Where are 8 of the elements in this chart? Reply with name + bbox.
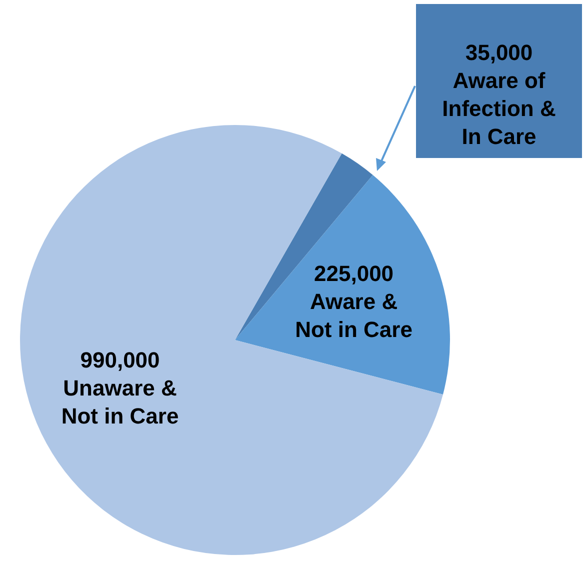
data-label: 225,000 (314, 261, 394, 286)
slice-label: Aware & Not in Care (295, 289, 412, 342)
slice-label: Aware of Infection & In Care (442, 68, 556, 149)
pie-slice (235, 174, 450, 394)
pie-slice (20, 125, 443, 555)
data-label: 35,000 (465, 40, 533, 65)
slice-label: Unaware & Not in Care (61, 375, 179, 428)
data-label: 990,000 (80, 347, 160, 372)
